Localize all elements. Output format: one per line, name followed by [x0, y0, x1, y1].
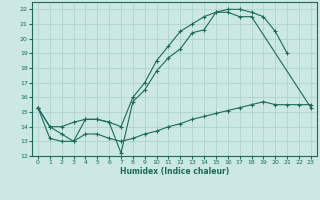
X-axis label: Humidex (Indice chaleur): Humidex (Indice chaleur) — [120, 167, 229, 176]
